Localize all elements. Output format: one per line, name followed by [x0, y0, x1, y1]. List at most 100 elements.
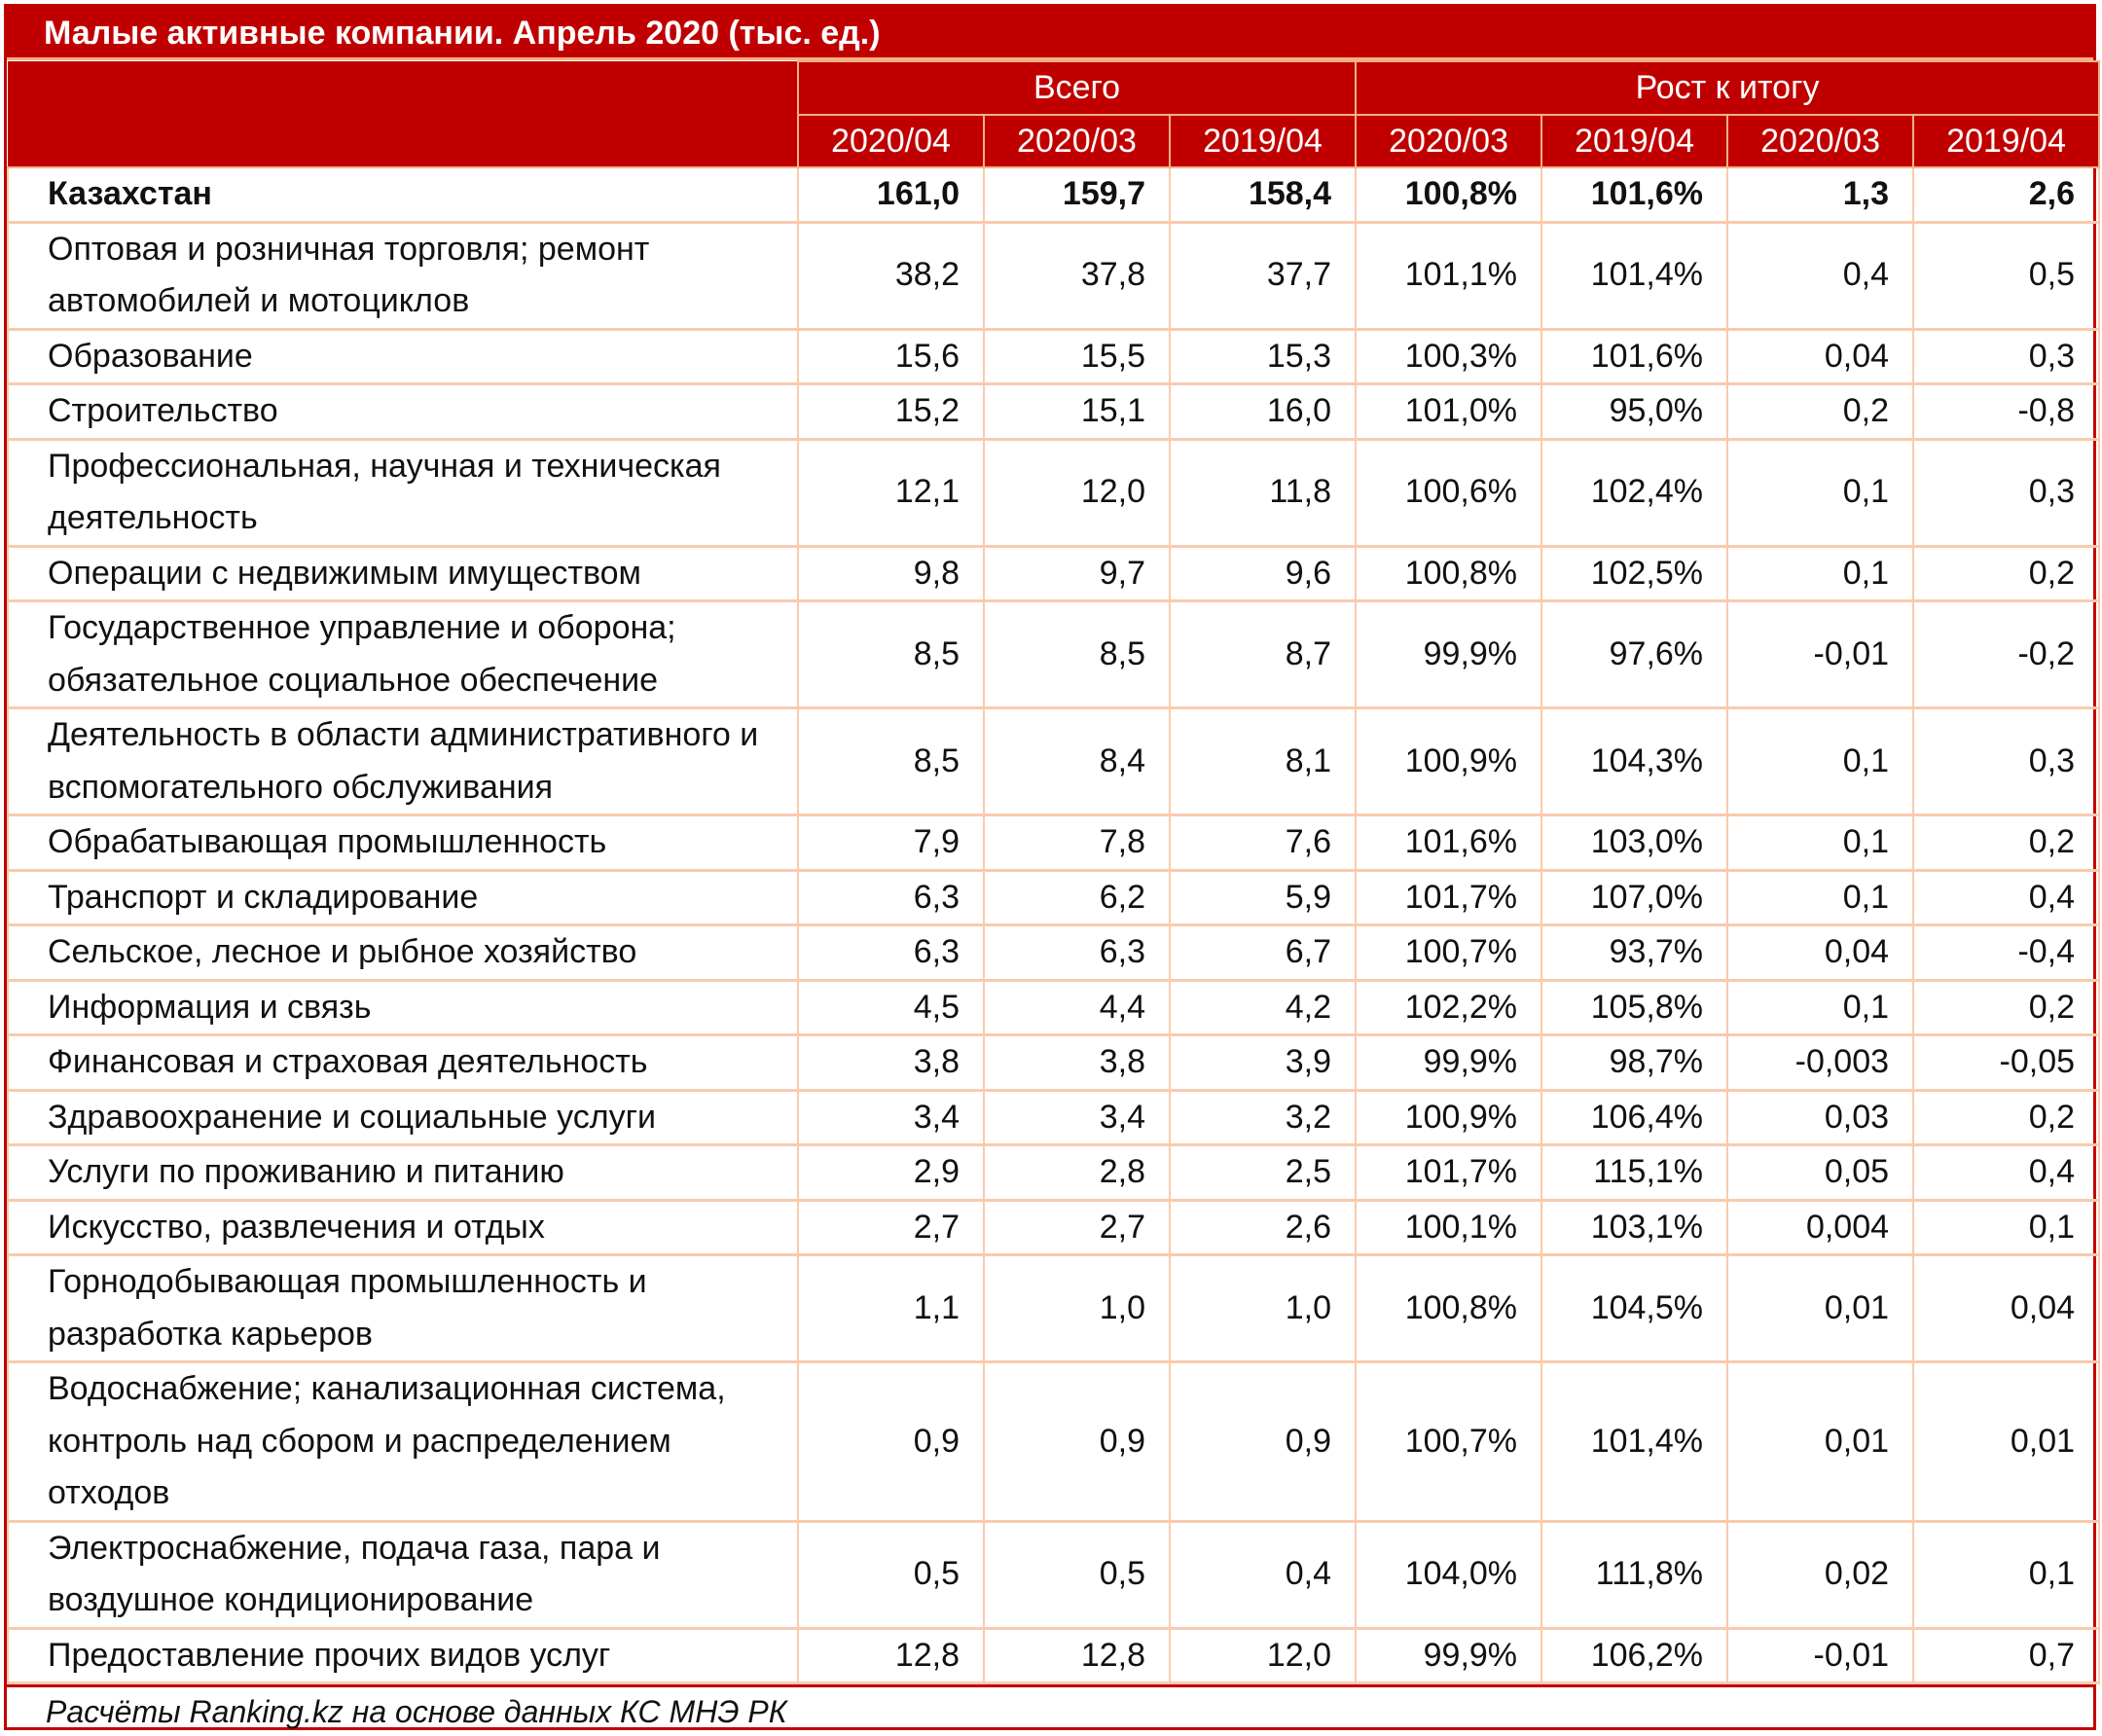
cell-value: 12,0 — [983, 438, 1171, 547]
column-header: 2019/04 — [1912, 114, 2101, 168]
cell-value: 0,03 — [1726, 1089, 1915, 1146]
cell-value: 100,9% — [1355, 706, 1543, 816]
header-group-total: Всего — [796, 60, 1358, 116]
cell-value: 3,9 — [1168, 1033, 1358, 1091]
cell-value: 6,3 — [797, 869, 985, 926]
cell-value: 0,2 — [1726, 382, 1915, 440]
cell-value: 100,7% — [1355, 1360, 1543, 1522]
row-label: Государственное управление и оборона; об… — [7, 599, 799, 709]
cell-value: 6,3 — [983, 923, 1171, 981]
cell-value: 104,5% — [1540, 1253, 1729, 1363]
cell-value: 15,5 — [983, 328, 1171, 385]
cell-value: 12,8 — [797, 1627, 985, 1684]
row-label: Строительство — [7, 382, 799, 440]
cell-value: 2,7 — [797, 1199, 985, 1256]
cell-value: 2,9 — [797, 1143, 985, 1201]
cell-value: 0,2 — [1912, 979, 2101, 1036]
cell-value: 15,2 — [797, 382, 985, 440]
cell-value: 0,1 — [1726, 545, 1915, 602]
cell-value: 106,2% — [1540, 1627, 1729, 1684]
cell-value: 101,6% — [1355, 814, 1543, 871]
cell-value: 15,6 — [797, 328, 985, 385]
column-header: 2020/03 — [1726, 114, 1915, 168]
cell-value: 12,8 — [983, 1627, 1171, 1684]
cell-value: 0,4 — [1726, 221, 1915, 330]
table-row: Электроснабжение, подача газа, пара и во… — [7, 1520, 2101, 1629]
table-row: Предоставление прочих видов услуг 12,8 12,… — [7, 1627, 2101, 1684]
cell-value: 0,2 — [1912, 545, 2101, 602]
cell-value: 101,6% — [1540, 328, 1729, 385]
cell-value: 8,1 — [1168, 706, 1358, 816]
header-blank-cell — [8, 61, 799, 168]
table-row: Водоснабжение; канализационная система, … — [7, 1360, 2101, 1522]
table-row: Обрабатывающая промышленность 7,9 7,8 7,6 10… — [7, 814, 2101, 871]
row-label: Финансовая и страховая деятельность — [7, 1033, 799, 1091]
cell-value: 0,01 — [1726, 1253, 1915, 1363]
cell-value: 159,7 — [983, 166, 1171, 223]
table-title: Малые активные компании. Апрель 2020 (ты… — [7, 7, 2093, 60]
table-row: Образование 15,6 15,5 15,3 100,3% 101,6% 0,04 0… — [7, 328, 2101, 385]
cell-value: 0,1 — [1726, 438, 1915, 547]
cell-value: 8,5 — [797, 706, 985, 816]
table-row: Профессиональная, научная и техническая … — [7, 438, 2101, 547]
cell-value: 0,1 — [1726, 706, 1915, 816]
cell-value: 97,6% — [1540, 599, 1729, 709]
table-row: Строительство 15,2 15,1 16,0 101,0% 95,0% 0,2-… — [7, 382, 2101, 440]
cell-value: 8,7 — [1168, 599, 1358, 709]
cell-value: 15,3 — [1168, 328, 1358, 385]
cell-value: 102,4% — [1540, 438, 1729, 547]
cell-value: 0,3 — [1912, 328, 2101, 385]
cell-value: 102,5% — [1540, 545, 1729, 602]
cell-value: 12,1 — [797, 438, 985, 547]
cell-value: 99,9% — [1355, 599, 1543, 709]
cell-value: 93,7% — [1540, 923, 1729, 981]
cell-value: 101,1% — [1355, 221, 1543, 330]
cell-value: 5,9 — [1168, 869, 1358, 926]
table-row: Здравоохранение и социальные услуги 3,4 3,… — [7, 1089, 2101, 1146]
row-label: Казахстан — [7, 166, 799, 223]
cell-value: 3,2 — [1168, 1089, 1358, 1146]
cell-value: 100,3% — [1355, 328, 1543, 385]
cell-value: 0,04 — [1912, 1253, 2101, 1363]
cell-value: 101,6% — [1540, 166, 1729, 223]
cell-value: 8,4 — [983, 706, 1171, 816]
table-row-total: Казахстан 161,0 159,7 158,4 100,8% 101,6% 1,3 2… — [7, 166, 2101, 223]
table-row: Оптовая и розничная торговля; ремонт авт… — [7, 221, 2101, 330]
column-header: 2020/03 — [1355, 114, 1543, 168]
cell-value: 158,4 — [1168, 166, 1358, 223]
data-table: Всего Рост к итогу 2020/04 2020/03 2019/… — [7, 60, 2101, 1684]
cell-value: 7,6 — [1168, 814, 1358, 871]
table-body: Казахстан 161,0 159,7 158,4 100,8% 101,6% 1,3 2… — [7, 166, 2101, 1684]
cell-value: 0,4 — [1912, 869, 2101, 926]
cell-value: 98,7% — [1540, 1033, 1729, 1091]
cell-value: 100,9% — [1355, 1089, 1543, 1146]
cell-value: 0,05 — [1726, 1143, 1915, 1201]
column-header: 2020/04 — [797, 114, 985, 168]
cell-value: 6,3 — [797, 923, 985, 981]
cell-value: 0,5 — [983, 1520, 1171, 1629]
source-note: Расчёты Ranking.kz на основе данных КС М… — [7, 1684, 2093, 1736]
cell-value: 1,1 — [797, 1253, 985, 1363]
cell-value: 4,5 — [797, 979, 985, 1036]
cell-value: 111,8% — [1540, 1520, 1729, 1629]
cell-value: 3,4 — [983, 1089, 1171, 1146]
cell-value: 0,9 — [1168, 1360, 1358, 1522]
table-row: Государственное управление и оборона; об… — [7, 599, 2101, 709]
cell-value: 101,4% — [1540, 1360, 1729, 1522]
cell-value: 106,4% — [1540, 1089, 1729, 1146]
table-row: Транспорт и складирование 6,3 6,2 5,9 101,7%… — [7, 869, 2101, 926]
cell-value: -0,8 — [1912, 382, 2101, 440]
column-header: 2020/03 — [983, 114, 1171, 168]
cell-value: 0,5 — [797, 1520, 985, 1629]
cell-value: 101,7% — [1355, 869, 1543, 926]
cell-value: 15,1 — [983, 382, 1171, 440]
cell-value: 95,0% — [1540, 382, 1729, 440]
row-label: Обрабатывающая промышленность — [7, 814, 799, 871]
row-label: Здравоохранение и социальные услуги — [7, 1089, 799, 1146]
cell-value: 2,5 — [1168, 1143, 1358, 1201]
cell-value: 102,2% — [1355, 979, 1543, 1036]
cell-value: 0,004 — [1726, 1199, 1915, 1256]
table-row: Финансовая и страховая деятельность 3,8 3,… — [7, 1033, 2101, 1091]
table-row: Деятельность в области административного… — [7, 706, 2101, 816]
cell-value: 100,8% — [1355, 545, 1543, 602]
